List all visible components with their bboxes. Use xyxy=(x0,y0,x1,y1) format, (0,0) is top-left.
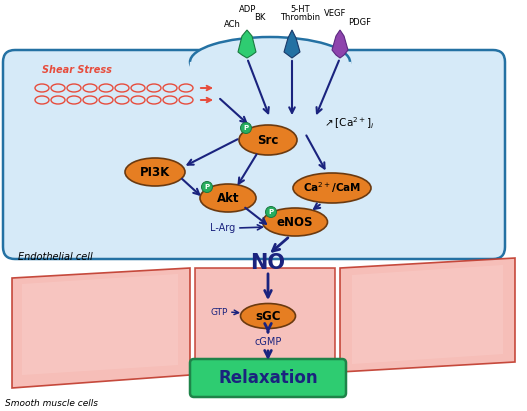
Text: Endothelial cell: Endothelial cell xyxy=(18,252,93,262)
Text: P: P xyxy=(243,125,249,131)
Text: Ca$^{2+}$/CaM: Ca$^{2+}$/CaM xyxy=(303,180,361,195)
Text: cGMP: cGMP xyxy=(255,337,282,347)
Text: P: P xyxy=(268,209,274,215)
Circle shape xyxy=(266,206,277,217)
FancyBboxPatch shape xyxy=(190,359,346,397)
Circle shape xyxy=(201,182,212,192)
Polygon shape xyxy=(22,274,178,375)
Polygon shape xyxy=(284,30,300,58)
Text: Smooth muscle cells: Smooth muscle cells xyxy=(5,399,98,408)
Text: Akt: Akt xyxy=(217,192,239,205)
Text: PDGF: PDGF xyxy=(348,18,372,27)
Text: ADP: ADP xyxy=(239,5,257,14)
Ellipse shape xyxy=(125,158,185,186)
Text: ACh: ACh xyxy=(223,20,240,29)
Text: BK: BK xyxy=(255,13,266,22)
Ellipse shape xyxy=(240,303,296,328)
Text: Src: Src xyxy=(257,134,279,146)
Ellipse shape xyxy=(293,173,371,203)
Text: Shear Stress: Shear Stress xyxy=(42,65,112,75)
Text: NO: NO xyxy=(250,253,286,273)
Text: PI3K: PI3K xyxy=(140,166,170,178)
Ellipse shape xyxy=(200,184,256,212)
Polygon shape xyxy=(238,30,256,58)
Polygon shape xyxy=(352,265,503,364)
Text: sGC: sGC xyxy=(255,309,281,323)
Text: $\nearrow$[Ca$^{2+}$]$_i$: $\nearrow$[Ca$^{2+}$]$_i$ xyxy=(322,115,375,131)
Text: L-Arg: L-Arg xyxy=(210,223,235,233)
Text: GTP: GTP xyxy=(211,307,228,316)
FancyBboxPatch shape xyxy=(3,50,505,259)
Ellipse shape xyxy=(239,125,297,155)
Ellipse shape xyxy=(262,208,327,236)
Text: 5-HT: 5-HT xyxy=(290,5,310,14)
Text: Thrombin: Thrombin xyxy=(280,13,320,22)
Text: eNOS: eNOS xyxy=(277,215,313,229)
Text: P: P xyxy=(204,184,210,190)
Polygon shape xyxy=(332,30,348,58)
Polygon shape xyxy=(195,268,335,372)
Polygon shape xyxy=(340,258,515,372)
Text: VEGF: VEGF xyxy=(324,9,346,18)
Text: Relaxation: Relaxation xyxy=(218,369,318,387)
Ellipse shape xyxy=(190,37,350,87)
Polygon shape xyxy=(12,268,190,388)
Circle shape xyxy=(240,122,251,134)
